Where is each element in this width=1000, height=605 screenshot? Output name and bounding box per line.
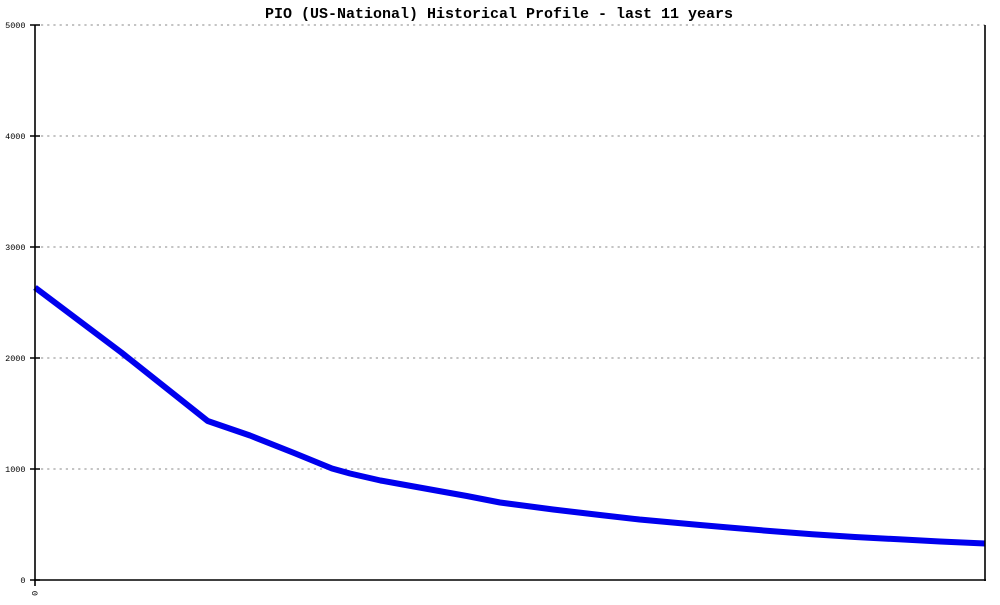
svg-text:0: 0 [29,591,39,596]
svg-text:1000: 1000 [5,465,25,475]
svg-text:4000: 4000 [5,132,25,142]
svg-text:3000: 3000 [5,243,25,253]
svg-text:0: 0 [20,576,25,586]
svg-text:2000: 2000 [5,354,25,364]
svg-text:PIO (US-National) Historical P: PIO (US-National) Historical Profile - l… [265,6,733,23]
svg-text:5000: 5000 [5,21,25,31]
